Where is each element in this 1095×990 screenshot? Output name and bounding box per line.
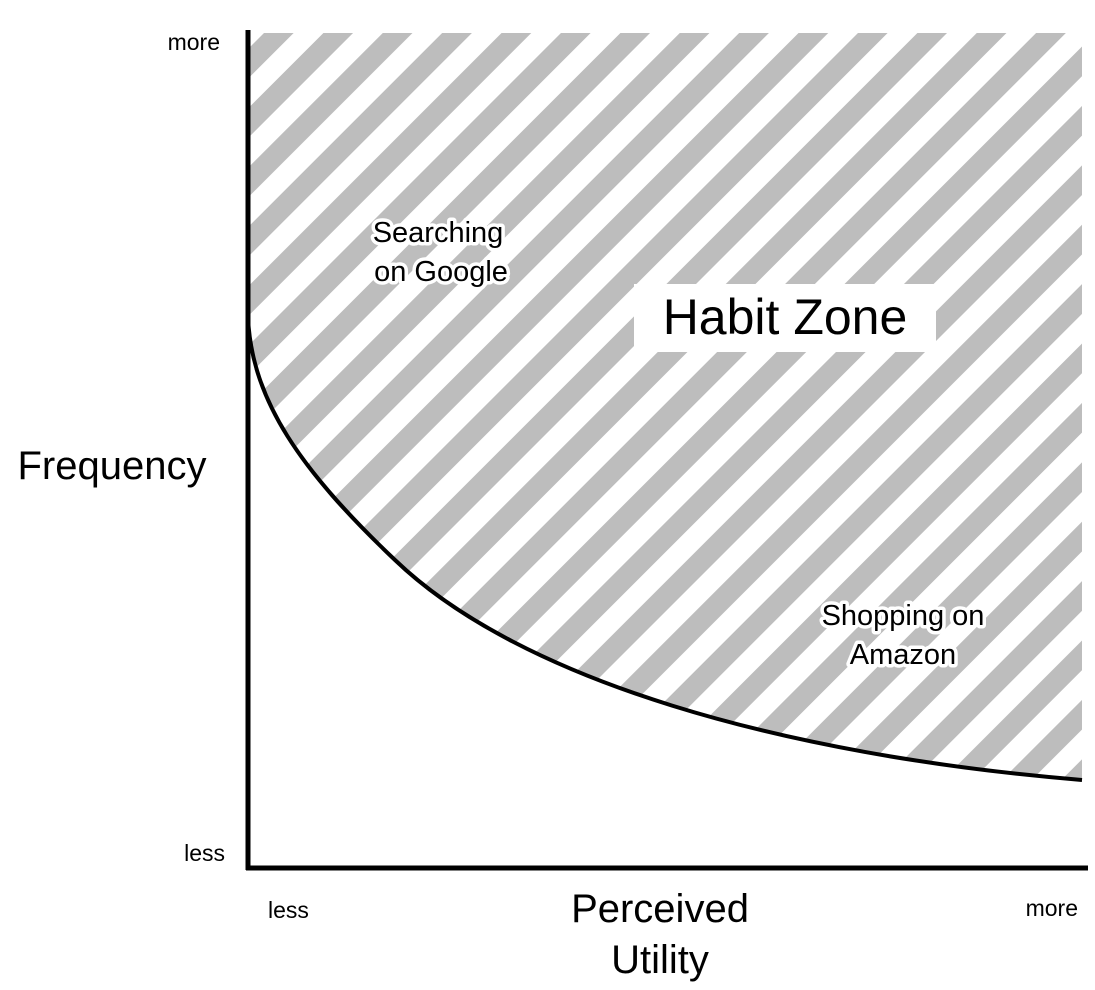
example-google-line2: on Google [374,256,508,288]
x-axis-low-label: less [268,897,309,923]
example-amazon-line1: Shopping on [822,600,985,632]
x-axis-title-line2: Utility [611,938,709,982]
habit-threshold-curve [246,317,1083,782]
example-google-line1: Searching [373,217,504,249]
y-axis-high-label: more [168,29,220,55]
zone-label: Habit Zone [663,289,908,345]
zone-label-background [634,284,936,352]
x-axis-high-label: more [1026,895,1078,921]
x-axis-title-line1: Perceived [571,887,749,931]
habit-zone-region [248,33,1082,780]
y-axis-low-label: less [184,840,225,866]
y-axis-title: Frequency [18,444,207,488]
example-amazon-line2: Amazon [850,639,956,671]
